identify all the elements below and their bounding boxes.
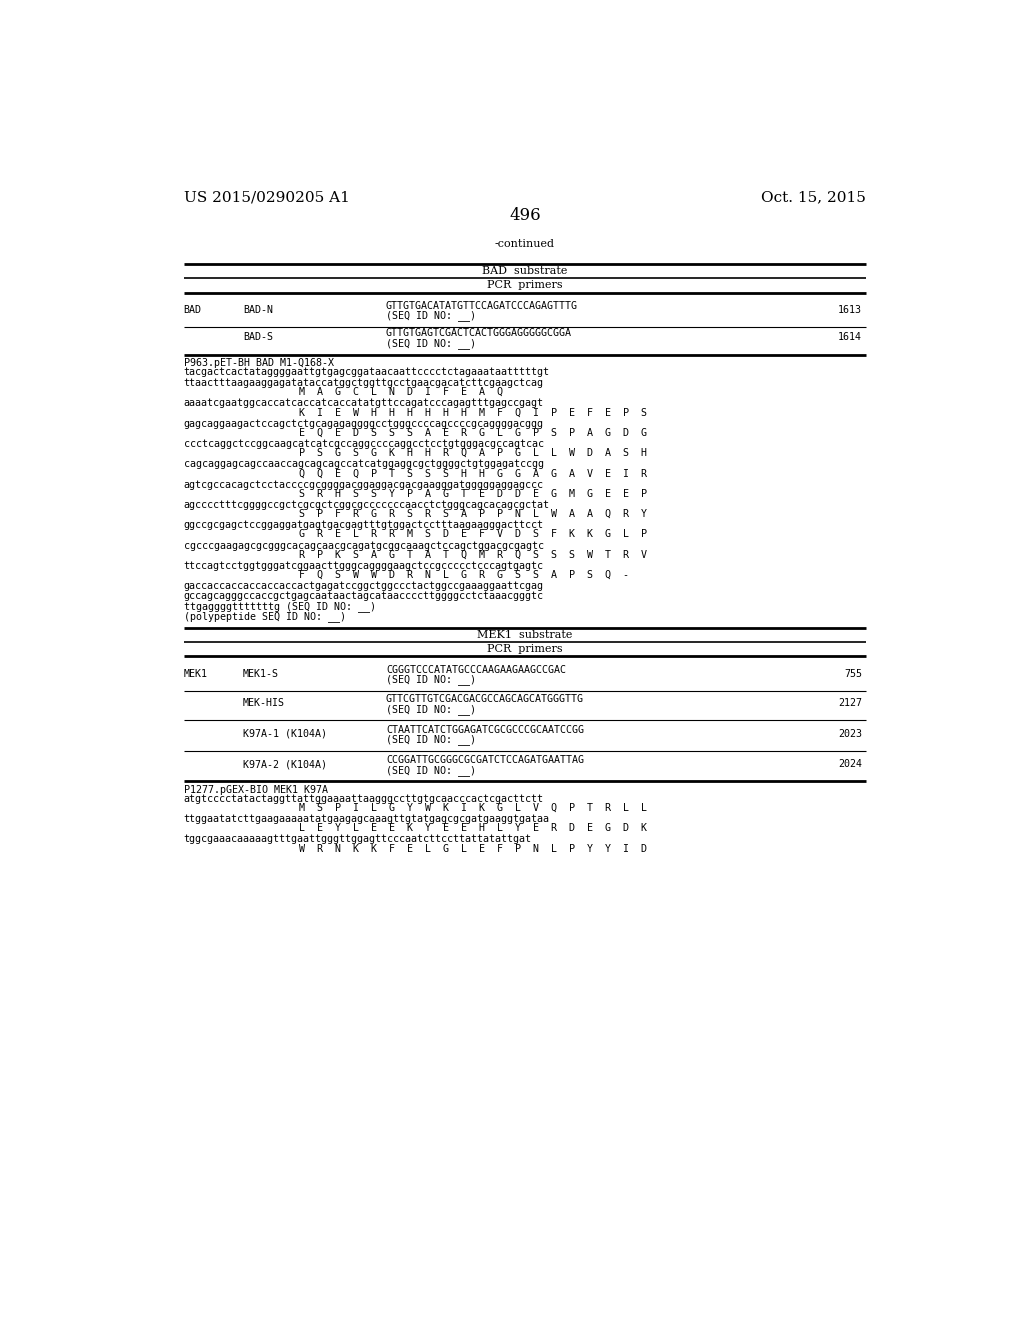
Text: 755: 755 [844, 669, 862, 678]
Text: gaccaccaccaccaccaccactgagatccggctggccctactggccgaaaggaattcgag: gaccaccaccaccaccaccactgagatccggctggcccta… [183, 581, 544, 591]
Text: 2023: 2023 [838, 729, 862, 739]
Text: gagcaggaagactccagctctgcagagaggggcctgggccccagccccgcaggggacggg: gagcaggaagactccagctctgcagagaggggcctgggcc… [183, 418, 544, 429]
Text: BAD  substrate: BAD substrate [482, 267, 567, 276]
Text: BAD-S: BAD-S [243, 333, 273, 342]
Text: BAD: BAD [183, 305, 202, 315]
Text: 2024: 2024 [838, 759, 862, 770]
Text: GTTCGTTGTCGACGACGCCAGCAGCATGGGTTG: GTTCGTTGTCGACGACGCCAGCAGCATGGGTTG [386, 694, 584, 704]
Text: atgtcccctatactaggttattggaaaattaagggccttgtgcaacccactcgacttctt: atgtcccctatactaggttattggaaaattaagggccttg… [183, 793, 544, 804]
Text: (polypeptide SEQ ID NO: __): (polypeptide SEQ ID NO: __) [183, 611, 345, 622]
Text: P963.pET-BH BAD M1-Q168-X: P963.pET-BH BAD M1-Q168-X [183, 358, 334, 368]
Text: P  S  G  S  G  K  H  H  R  Q  A  P  G  L  L  W  D  A  S  H: P S G S G K H H R Q A P G L L W D A S H [299, 449, 646, 458]
Text: L  E  Y  L  E  E  K  Y  E  E  H  L  Y  E  R  D  E  G  D  K: L E Y L E E K Y E E H L Y E R D E G D K [299, 824, 646, 833]
Text: 496: 496 [509, 207, 541, 224]
Text: Q  Q  E  Q  P  T  S  S  S  H  H  G  G  A  G  A  V  E  I  R: Q Q E Q P T S S S H H G G A G A V E I R [299, 469, 646, 478]
Text: S  R  H  S  S  Y  P  A  G  T  E  D  D  E  G  M  G  E  E  P: S R H S S Y P A G T E D D E G M G E E P [299, 488, 646, 499]
Text: PCR  primers: PCR primers [487, 644, 562, 655]
Text: GTTGTGACATATGTTCCAGATCCCAGAGTTTG: GTTGTGACATATGTTCCAGATCCCAGAGTTTG [386, 301, 578, 310]
Text: BAD-N: BAD-N [243, 305, 273, 315]
Text: 2127: 2127 [838, 698, 862, 709]
Text: aaaatcgaatggcaccatcaccatcaccatatgttccagatcccagagtttgagccgagt: aaaatcgaatggcaccatcaccatcaccatatgttccaga… [183, 399, 544, 408]
Text: G  R  E  L  R  R  M  S  D  E  F  V  D  S  F  K  K  G  L  P: G R E L R R M S D E F V D S F K K G L P [299, 529, 646, 540]
Text: CTAATTCATCTGGAGATCGCGCCCGCAATCCGG: CTAATTCATCTGGAGATCGCGCCCGCAATCCGG [386, 725, 584, 735]
Text: agtcgccacagctcctaccccgcggggacggaggacgacgaagggatgggggaggagccc: agtcgccacagctcctaccccgcggggacggaggacgacg… [183, 479, 544, 490]
Text: gccagcagggccaccgctgagcaataactagcataaccccttggggcctctaaacgggtc: gccagcagggccaccgctgagcaataactagcataacccc… [183, 591, 544, 602]
Text: ccctcaggctccggcaagcatcatcgccaggccccaggcctcctgtgggacgccagtcac: ccctcaggctccggcaagcatcatcgccaggccccaggcc… [183, 440, 544, 449]
Text: F  Q  S  W  W  D  R  N  L  G  R  G  S  S  A  P  S  Q  -: F Q S W W D R N L G R G S S A P S Q - [299, 570, 629, 579]
Text: GTTGTGAGTCGACTCACTGGGAGGGGGCGGA: GTTGTGAGTCGACTCACTGGGAGGGGGCGGA [386, 329, 572, 338]
Text: tacgactcactataggggaattgtgagcggataacaattcccctctagaaataatttttgt: tacgactcactataggggaattgtgagcggataacaattc… [183, 367, 550, 376]
Text: MEK1  substrate: MEK1 substrate [477, 630, 572, 640]
Text: CGGGTCCCATATGCCCAAGAAGAAGCCGAC: CGGGTCCCATATGCCCAAGAAGAAGCCGAC [386, 665, 566, 675]
Text: ttgaggggtttttttg (SEQ ID NO: __): ttgaggggtttttttg (SEQ ID NO: __) [183, 601, 376, 612]
Text: cgcccgaagagcgcgggcacagcaacgcagatgcggcaaagctccagctggacgcgagtc: cgcccgaagagcgcgggcacagcaacgcagatgcggcaaa… [183, 541, 544, 550]
Text: Oct. 15, 2015: Oct. 15, 2015 [761, 190, 866, 205]
Text: 1613: 1613 [838, 305, 862, 315]
Text: US 2015/0290205 A1: US 2015/0290205 A1 [183, 190, 349, 205]
Text: P1277.pGEX-BIO MEK1 K97A: P1277.pGEX-BIO MEK1 K97A [183, 784, 328, 795]
Text: ttaactttaagaaggagatataccatggctggttgcctgaacgacatcttcgaagctcag: ttaactttaagaaggagatataccatggctggttgcctga… [183, 378, 544, 388]
Text: -continued: -continued [495, 239, 555, 248]
Text: M  A  G  C  L  N  D  I  F  E  A  Q: M A G C L N D I F E A Q [299, 387, 503, 397]
Text: K97A-1 (K104A): K97A-1 (K104A) [243, 729, 327, 739]
Text: PCR  primers: PCR primers [487, 280, 562, 290]
Text: (SEQ ID NO: __): (SEQ ID NO: __) [386, 704, 476, 714]
Text: (SEQ ID NO: __): (SEQ ID NO: __) [386, 764, 476, 776]
Text: ttccagtcctggtgggatcggaacttgggcaggggaagctccgccccctcccagtgagtc: ttccagtcctggtgggatcggaacttgggcaggggaagct… [183, 561, 544, 572]
Text: ggccgcgagctccggaggatgagtgacgagtttgtggactcctttaagaagggacttcct: ggccgcgagctccggaggatgagtgacgagtttgtggact… [183, 520, 544, 531]
Text: (SEQ ID NO: __): (SEQ ID NO: __) [386, 734, 476, 746]
Text: 1614: 1614 [838, 333, 862, 342]
Text: M  S  P  I  L  G  Y  W  K  I  K  G  L  V  Q  P  T  R  L  L: M S P I L G Y W K I K G L V Q P T R L L [299, 803, 646, 813]
Text: R  P  K  S  A  G  T  A  T  Q  M  R  Q  S  S  S  W  T  R  V: R P K S A G T A T Q M R Q S S S W T R V [299, 550, 646, 560]
Text: W  R  N  K  K  F  E  L  G  L  E  F  P  N  L  P  Y  Y  I  D: W R N K K F E L G L E F P N L P Y Y I D [299, 843, 646, 854]
Text: K97A-2 (K104A): K97A-2 (K104A) [243, 759, 327, 770]
Text: S  P  F  R  G  R  S  R  S  A  P  P  N  L  W  A  A  Q  R  Y: S P F R G R S R S A P P N L W A A Q R Y [299, 510, 646, 519]
Text: (SEQ ID NO: __): (SEQ ID NO: __) [386, 338, 476, 348]
Text: agcccctttcggggccgctcgcgctcggcgcccccccaacctctgggcagcacagcgctat: agcccctttcggggccgctcgcgctcggcgcccccccaac… [183, 500, 550, 510]
Text: CCGGATTGCGGGCGCGATCTCCAGATGAATTAG: CCGGATTGCGGGCGCGATCTCCAGATGAATTAG [386, 755, 584, 766]
Text: (SEQ ID NO: __): (SEQ ID NO: __) [386, 310, 476, 321]
Text: E  Q  E  D  S  S  S  A  E  R  G  L  G  P  S  P  A  G  D  G: E Q E D S S S A E R G L G P S P A G D G [299, 428, 646, 438]
Text: ttggaatatcttgaagaaaaatatgaagagcaaagttgtatgagcgcgatgaaggtgataa: ttggaatatcttgaagaaaaatatgaagagcaaagttgta… [183, 814, 550, 824]
Text: MEK-HIS: MEK-HIS [243, 698, 285, 709]
Text: MEK1: MEK1 [183, 669, 208, 678]
Text: tggcgaaacaaaaagtttgaattgggttggagttcccaatcttccttattatattgat: tggcgaaacaaaaagtttgaattgggttggagttcccaat… [183, 834, 531, 845]
Text: MEK1-S: MEK1-S [243, 669, 280, 678]
Text: cagcaggagcagccaaccagcagcagccatcatggaggcgctggggctgtggagatccgg: cagcaggagcagccaaccagcagcagccatcatggaggcg… [183, 459, 544, 470]
Text: (SEQ ID NO: __): (SEQ ID NO: __) [386, 675, 476, 685]
Text: K  I  E  W  H  H  H  H  H  H  M  F  Q  I  P  E  F  E  P  S: K I E W H H H H H H M F Q I P E F E P S [299, 408, 646, 417]
